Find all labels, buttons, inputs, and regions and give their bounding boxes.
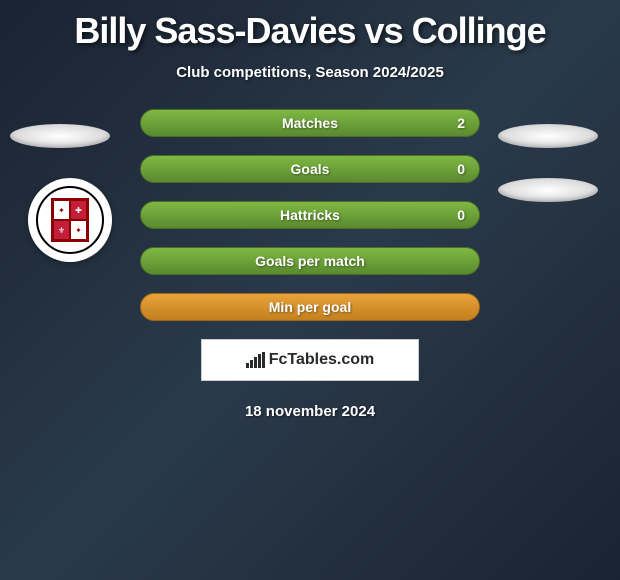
player-left-placeholder-1	[10, 124, 110, 148]
shield-quarter: ✚	[70, 200, 87, 220]
badge-shield: ✦ ✚ ⚜ ✦	[51, 198, 89, 242]
stat-row-hattricks: Hattricks 0	[140, 201, 480, 229]
stat-row-goals-per-match: Goals per match	[140, 247, 480, 275]
stat-value: 0	[457, 207, 465, 223]
stat-row-matches: Matches 2	[140, 109, 480, 137]
stat-label: Hattricks	[280, 207, 340, 223]
stat-label: Min per goal	[269, 299, 351, 315]
stat-value: 0	[457, 161, 465, 177]
fctables-watermark[interactable]: FcTables.com	[201, 339, 419, 381]
player-right-placeholder-1	[498, 124, 598, 148]
bar-chart-icon	[246, 352, 265, 368]
player-right-placeholder-2	[498, 178, 598, 202]
stat-label: Goals	[291, 161, 330, 177]
shield-quarter: ✦	[53, 200, 70, 220]
stat-label: Goals per match	[255, 253, 365, 269]
club-badge-left: ✦ ✚ ⚜ ✦	[28, 178, 112, 262]
shield-quarter: ✦	[70, 220, 87, 240]
badge-ring: ✦ ✚ ⚜ ✦	[36, 186, 104, 254]
fctables-brand-text: FcTables.com	[269, 351, 375, 369]
stat-label: Matches	[282, 115, 338, 131]
comparison-title: Billy Sass-Davies vs Collinge	[0, 0, 620, 52]
snapshot-date: 18 november 2024	[0, 403, 620, 420]
stat-value: 2	[457, 115, 465, 131]
stat-row-min-per-goal: Min per goal	[140, 293, 480, 321]
shield-quarter: ⚜	[53, 220, 70, 240]
stat-row-goals: Goals 0	[140, 155, 480, 183]
season-subtitle: Club competitions, Season 2024/2025	[0, 64, 620, 81]
